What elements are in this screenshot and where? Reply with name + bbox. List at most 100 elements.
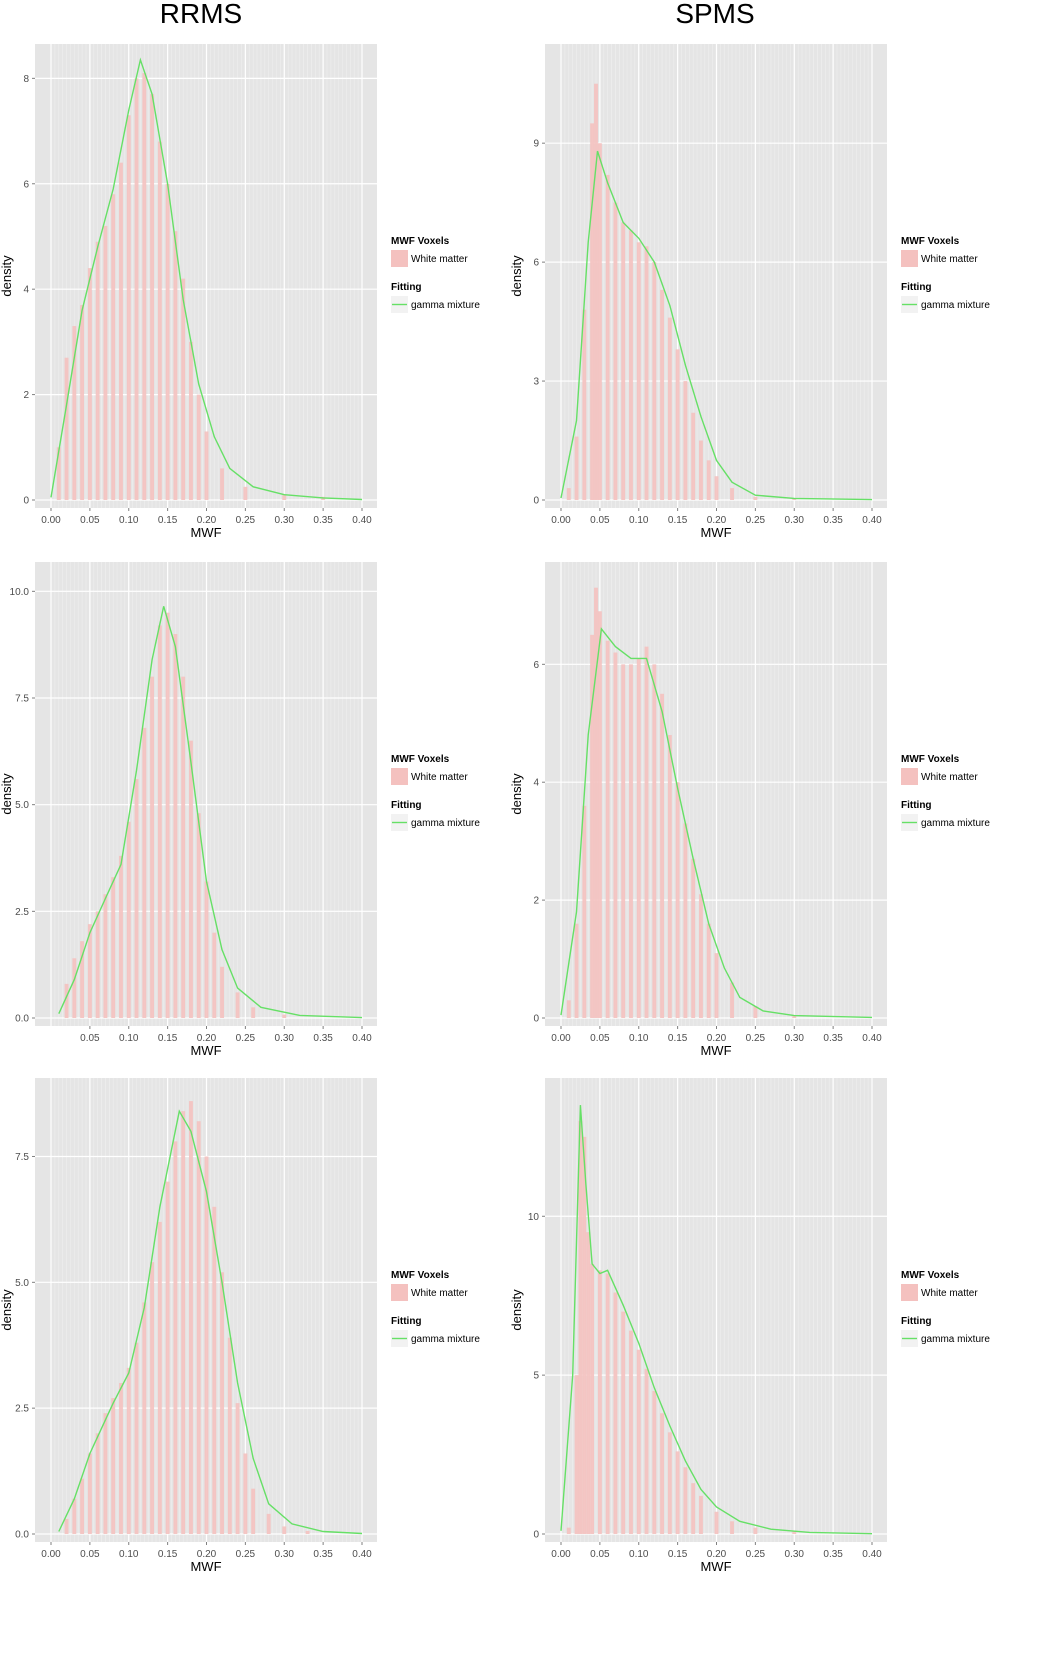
histogram-bar: [243, 1453, 248, 1534]
histogram-bar: [594, 83, 598, 501]
chart-rrms-2: 0.05 0.10 0.15 0.20 0.25 0.30 0.35 0.40 0.0 2.5 5.…: [0, 562, 480, 1058]
histogram-bar: [134, 78, 139, 501]
histogram-bar: [792, 1015, 797, 1018]
legend-title-voxels: MWF Voxels: [391, 236, 450, 247]
histogram-bar: [613, 1292, 618, 1534]
legend-title-fitting: Fitting: [391, 282, 422, 293]
histogram-bar: [282, 1526, 287, 1534]
histogram-bar: [165, 1181, 170, 1534]
legend: MWF Voxels White matter Fitting gamma mixtu…: [901, 236, 990, 313]
legend-label-gamma-mixture: gamma mixture: [411, 300, 480, 311]
histogram-bar: [204, 431, 209, 500]
histogram-bar: [691, 1483, 696, 1534]
histogram-bar: [119, 1382, 123, 1534]
histogram-bar: [714, 953, 719, 1018]
x-tick-label: 0.20: [197, 1549, 217, 1560]
x-axis-title: MWF: [190, 1559, 221, 1574]
x-tick-label: 0.20: [707, 1033, 727, 1044]
gamma-mixture-curve: [58, 1109, 363, 1535]
histogram-bar: [111, 877, 116, 1018]
histogram-bar: [196, 813, 201, 1018]
gamma-mixture-curve: [58, 606, 363, 1019]
legend-label-gamma-mixture: gamma mixture: [921, 300, 990, 311]
histogram-bar: [636, 242, 641, 500]
x-tick-label: 0.15: [668, 1549, 688, 1560]
legend: MWF Voxels White matter Fitting gamma mixtu…: [391, 754, 480, 831]
histogram-bar: [566, 1527, 571, 1534]
x-tick-label: 0.35: [313, 1549, 333, 1560]
histogram-bar: [667, 317, 672, 500]
legend-label-gamma-mixture: gamma mixture: [921, 818, 990, 829]
y-tick-label: 2.5: [15, 907, 29, 918]
histogram-bar: [582, 805, 587, 1018]
histogram-bar: [613, 652, 618, 1018]
x-tick-label: 0.30: [275, 1033, 295, 1044]
histogram-bar: [582, 1136, 587, 1534]
x-tick-label: 0.30: [275, 515, 295, 526]
y-tick-label: 0: [533, 496, 539, 507]
x-tick-label: 0.15: [668, 1033, 688, 1044]
legend-label-white-matter: White matter: [921, 254, 978, 265]
histogram-bar: [605, 174, 610, 500]
histogram-bar: [111, 194, 116, 500]
histogram-bar: [605, 640, 610, 1018]
x-tick-label: 0.20: [707, 1549, 727, 1560]
legend-title-fitting: Fitting: [901, 1316, 932, 1327]
x-axis-title: MWF: [700, 1559, 731, 1574]
histogram-bar: [566, 1000, 571, 1018]
histogram-bar: [64, 357, 69, 500]
histogram-bar: [282, 1014, 287, 1018]
y-tick-label: 2: [533, 896, 539, 907]
histogram-bar: [235, 1403, 240, 1534]
histogram-bar: [142, 1302, 147, 1534]
x-tick-label: 0.00: [41, 1549, 61, 1560]
legend-key-white-matter: [391, 250, 408, 267]
legend: MWF Voxels White matter Fitting gamma mixtu…: [901, 1270, 990, 1347]
x-tick-label: 0.15: [158, 515, 178, 526]
histogram-bar: [621, 1311, 626, 1534]
histogram-bar: [87, 1453, 92, 1534]
y-axis-title: density: [0, 255, 14, 297]
legend-key-white-matter: [391, 768, 408, 785]
x-tick-label: 0.05: [590, 1549, 610, 1560]
histogram-bar: [675, 349, 680, 500]
histogram-bar: [204, 1156, 209, 1534]
gamma-mixture-curve: [560, 150, 873, 501]
histogram-bar: [652, 262, 657, 500]
histogram-bar: [189, 740, 193, 1018]
histogram-bar: [706, 460, 711, 500]
legend-title-fitting: Fitting: [901, 800, 932, 811]
legend-label-white-matter: White matter: [411, 254, 468, 265]
histogram-bar: [126, 115, 131, 500]
histogram-bar: [582, 309, 587, 500]
x-tick-label: 0.25: [236, 515, 256, 526]
x-tick-label: 0.10: [119, 1549, 139, 1560]
histogram-bar: [597, 143, 602, 500]
histogram-bar: [87, 924, 92, 1018]
y-tick-label: 7.5: [15, 694, 29, 705]
histogram-bar: [586, 1232, 591, 1534]
histogram-bar: [730, 488, 734, 500]
legend-key-white-matter: [901, 1284, 918, 1301]
legend-title-voxels: MWF Voxels: [901, 236, 960, 247]
column-title-rrms: RRMS: [159, 0, 243, 29]
histogram-bar: [80, 1478, 85, 1534]
histogram-bar: [157, 625, 162, 1018]
histogram-bar: [111, 1398, 116, 1534]
histogram-bar: [753, 1006, 758, 1018]
y-tick-label: 0.0: [15, 1014, 29, 1025]
x-axis-title: MWF: [700, 525, 731, 540]
histogram-bar: [87, 268, 92, 500]
histogram-bar: [792, 1530, 797, 1534]
histogram-bar: [590, 123, 595, 501]
histogram-bar: [64, 1518, 69, 1534]
x-tick-label: 0.05: [80, 515, 100, 526]
chart-spms-3: 0.00 0.05 0.10 0.15 0.20 0.25 0.30 0.35 0.40 0 5 10…: [509, 1078, 990, 1574]
histogram-bar: [683, 381, 688, 500]
y-axis-title: density: [0, 1289, 14, 1331]
x-tick-label: 0.10: [119, 515, 139, 526]
histogram-bar: [660, 1413, 665, 1534]
y-tick-label: 7.5: [15, 1152, 29, 1163]
x-axis-title: MWF: [700, 1043, 731, 1058]
